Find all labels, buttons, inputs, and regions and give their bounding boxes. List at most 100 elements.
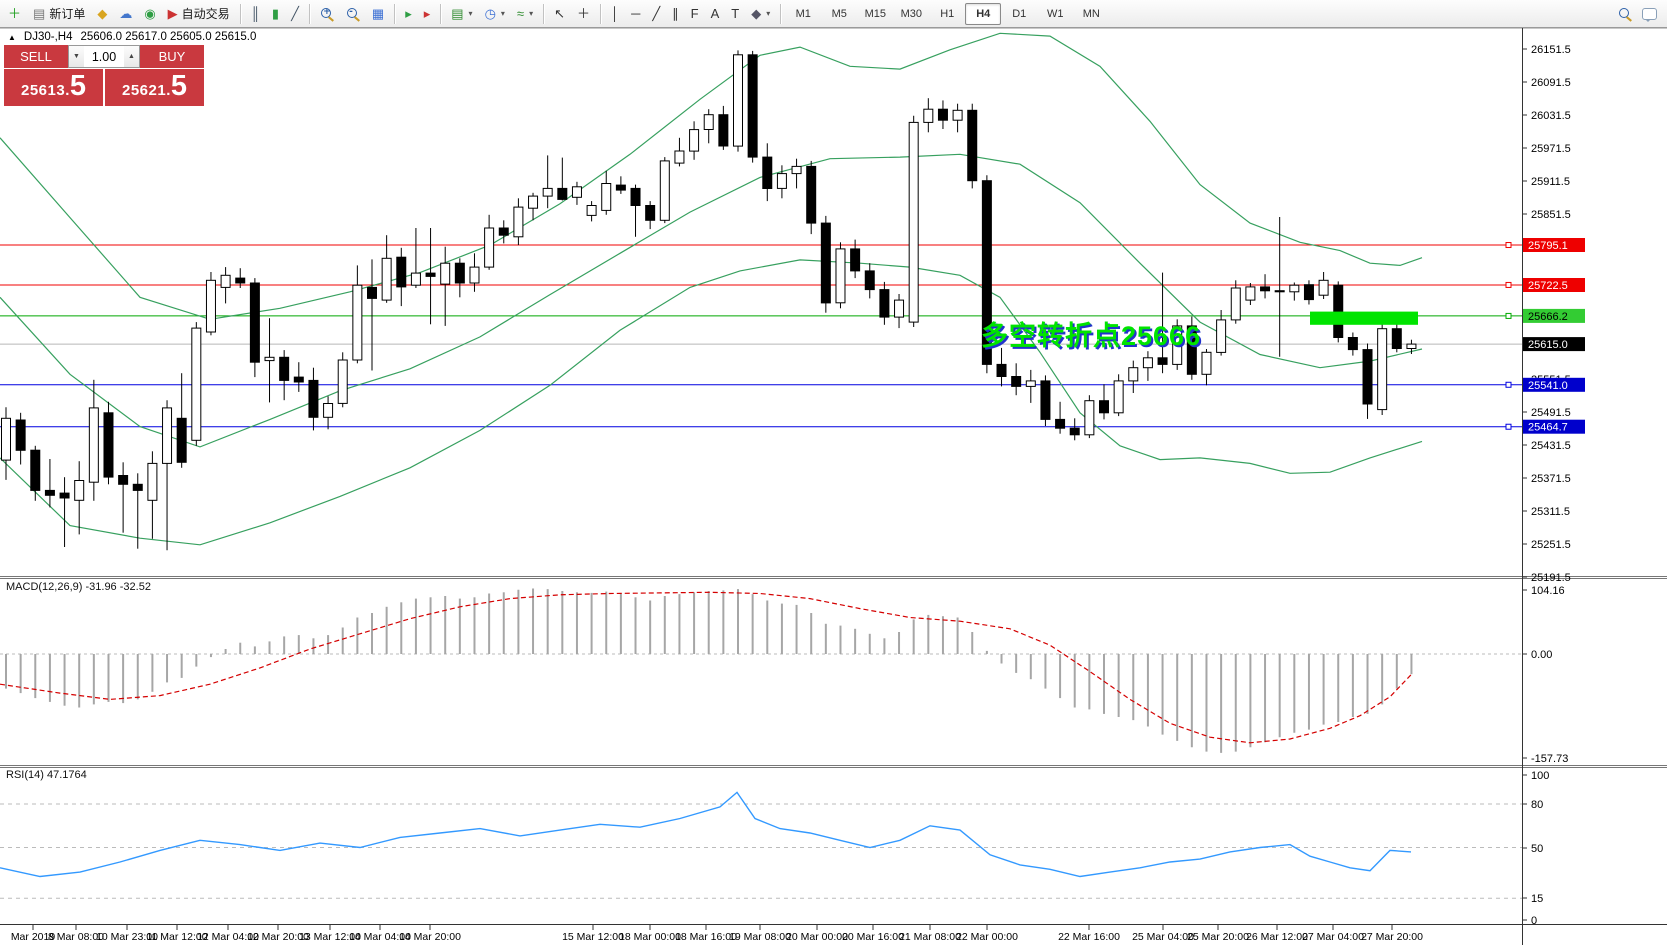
buy-price-main: 25621.: [121, 82, 171, 99]
svg-text:25371.5: 25371.5: [1531, 473, 1571, 485]
vertical-line-icon[interactable]: │: [605, 2, 625, 26]
timeframe-button-M15[interactable]: M15: [864, 7, 886, 20]
svg-text:25311.5: 25311.5: [1531, 506, 1570, 518]
new-order-button[interactable]: ▤ 新订单: [27, 2, 91, 26]
timeframe-button-M5[interactable]: M5: [831, 7, 847, 20]
symbol-name: DJ30-,H4: [23, 31, 73, 43]
macd-signal-line: [0, 591, 1412, 744]
text-icon: A: [710, 6, 720, 21]
metaeditor-icon[interactable]: ◆: [91, 2, 113, 26]
chart-shift-icon[interactable]: ▸: [399, 2, 418, 26]
annotation-text[interactable]: 多空转折点25666: [981, 321, 1202, 351]
svg-text:18 Mar 00:00: 18 Mar 00:00: [619, 931, 681, 943]
lot-input[interactable]: 1.00: [91, 49, 117, 64]
sell-button[interactable]: SELL: [4, 45, 68, 68]
lot-decrease-button[interactable]: ▼: [69, 46, 84, 67]
timeframe-button-M30[interactable]: M30: [900, 7, 922, 20]
candles: [1, 50, 1417, 551]
timeframe-button-H1[interactable]: H1: [940, 7, 955, 20]
svg-text:18 Mar 16:00: 18 Mar 16:00: [675, 931, 737, 943]
rsi-indicator-label: RSI(14) 47.1764: [6, 769, 87, 781]
sell-price-main: 25613.: [20, 82, 70, 99]
svg-text:25971.5: 25971.5: [1531, 143, 1571, 155]
buy-price-big: 5: [170, 70, 188, 102]
svg-text:-157.73: -157.73: [1531, 753, 1568, 765]
zoom-in-icon: +: [320, 7, 334, 22]
chat-icon[interactable]: [1642, 7, 1657, 22]
templates-icon[interactable]: ▤ ▾: [445, 2, 478, 26]
cursor-icon[interactable]: ↖: [548, 2, 571, 26]
svg-text:27 Mar 20:00: 27 Mar 20:00: [1361, 931, 1423, 943]
crosshair-icon: ＋: [576, 6, 590, 21]
signals-icon: ◉: [144, 6, 156, 21]
sell-price-button[interactable]: 25613. 5: [4, 69, 103, 106]
price-badge[interactable]: [1523, 238, 1585, 252]
svg-text:104.16: 104.16: [1531, 585, 1565, 597]
arrows-icon[interactable]: ◆ ▾: [745, 2, 776, 26]
chevron-down-icon: ▾: [529, 9, 534, 18]
auto-trading-button[interactable]: ▶ 自动交易: [162, 2, 236, 26]
zoom-out-icon[interactable]: -: [340, 2, 366, 26]
bar-chart-icon[interactable]: ║: [245, 2, 266, 26]
price-badge[interactable]: [1523, 419, 1585, 434]
timeframe-button-M1[interactable]: M1: [795, 7, 811, 20]
fibonacci-icon: F: [690, 6, 699, 21]
crosshair-icon[interactable]: ＋: [571, 2, 596, 26]
trendline-icon[interactable]: ╱: [646, 2, 666, 26]
price-badge[interactable]: [1523, 337, 1585, 352]
buy-button[interactable]: BUY: [140, 45, 204, 68]
bollinger-upper-band: [0, 32, 1423, 320]
indicators-icon[interactable]: ≈ ▾: [511, 2, 539, 26]
macd-pane: [0, 588, 1522, 753]
one-click-trade-panel: SELL ▼ 1.00 ▲ BUY 25613. 5 25621. 5: [4, 45, 204, 106]
signals-icon[interactable]: ◉: [138, 2, 161, 26]
label-icon: T: [731, 6, 740, 21]
price-badge[interactable]: [1523, 278, 1585, 292]
timeframe-button-W1[interactable]: W1: [1047, 7, 1064, 20]
community-icon[interactable]: ☁: [113, 2, 138, 26]
horizontal-price-lines[interactable]: [0, 242, 1522, 430]
chevron-down-icon: ▾: [500, 9, 505, 18]
line-chart-icon[interactable]: ╱: [285, 2, 305, 26]
timeframe-button-MN[interactable]: MN: [1082, 7, 1100, 20]
line-chart-icon: ╱: [291, 6, 299, 21]
timeframe-button-D1[interactable]: D1: [1012, 7, 1027, 20]
tile-windows-icon[interactable]: ▦: [366, 2, 390, 26]
buy-price-button[interactable]: 25621. 5: [105, 69, 204, 106]
search-icon[interactable]: [1618, 7, 1632, 22]
channel-icon[interactable]: ∥: [666, 2, 685, 26]
period-icon: ◷: [484, 6, 496, 21]
highlight-rectangle[interactable]: [1310, 311, 1418, 325]
svg-text:25615.0: 25615.0: [1528, 339, 1568, 351]
timeframe-button-H4[interactable]: H4: [965, 2, 1002, 25]
svg-text:12 Mar 20:00: 12 Mar 20:00: [247, 931, 309, 943]
svg-text:80: 80: [1531, 799, 1543, 811]
zoom-in-icon[interactable]: +: [314, 2, 340, 26]
fibonacci-icon[interactable]: F: [685, 2, 705, 26]
lot-increase-button[interactable]: ▲: [124, 46, 139, 67]
text-icon[interactable]: A: [705, 2, 726, 26]
period-icon[interactable]: ◷ ▾: [479, 2, 511, 26]
candlestick-icon[interactable]: ▮: [266, 2, 285, 26]
svg-text:100: 100: [1531, 770, 1549, 782]
svg-text:0.00: 0.00: [1531, 649, 1552, 661]
macd-indicator-label: MACD(12,26,9) -31.96 -32.52: [6, 581, 151, 593]
svg-text:25541.0: 25541.0: [1528, 380, 1568, 392]
collapse-triangle-icon[interactable]: ▲: [8, 32, 16, 42]
auto-scroll-icon[interactable]: ▸: [418, 2, 437, 26]
rsi-name: RSI(14): [6, 769, 44, 781]
toolbar-buttons: ＋ ▤ 新订单 ◆ ☁ ◉ ▶ 自动交易 ║ ▮ ╱ + - ▦ ▸ ▸ ▤ ▾ ◷ ▾ ≈ ▾ ↖ ＋ │ ─ ╱ ∥ F A T ◆ ▾ M1…: [0, 0, 1618, 27]
price-badge[interactable]: [1523, 377, 1585, 392]
toolbar-right: [1618, 7, 1667, 22]
toolbar-separator: [308, 3, 310, 24]
svg-text:25431.5: 25431.5: [1531, 440, 1571, 452]
macd-signal-value: -32.52: [119, 581, 151, 593]
toolbar-separator: [600, 3, 601, 24]
label-icon[interactable]: T: [725, 2, 745, 26]
new-chart-icon[interactable]: ＋: [2, 2, 27, 26]
svg-text:26031.5: 26031.5: [1531, 110, 1571, 122]
svg-text:27 Mar 04:00: 27 Mar 04:00: [1302, 931, 1364, 943]
horizontal-line-icon[interactable]: ─: [625, 2, 646, 26]
price-badge[interactable]: [1523, 308, 1585, 323]
